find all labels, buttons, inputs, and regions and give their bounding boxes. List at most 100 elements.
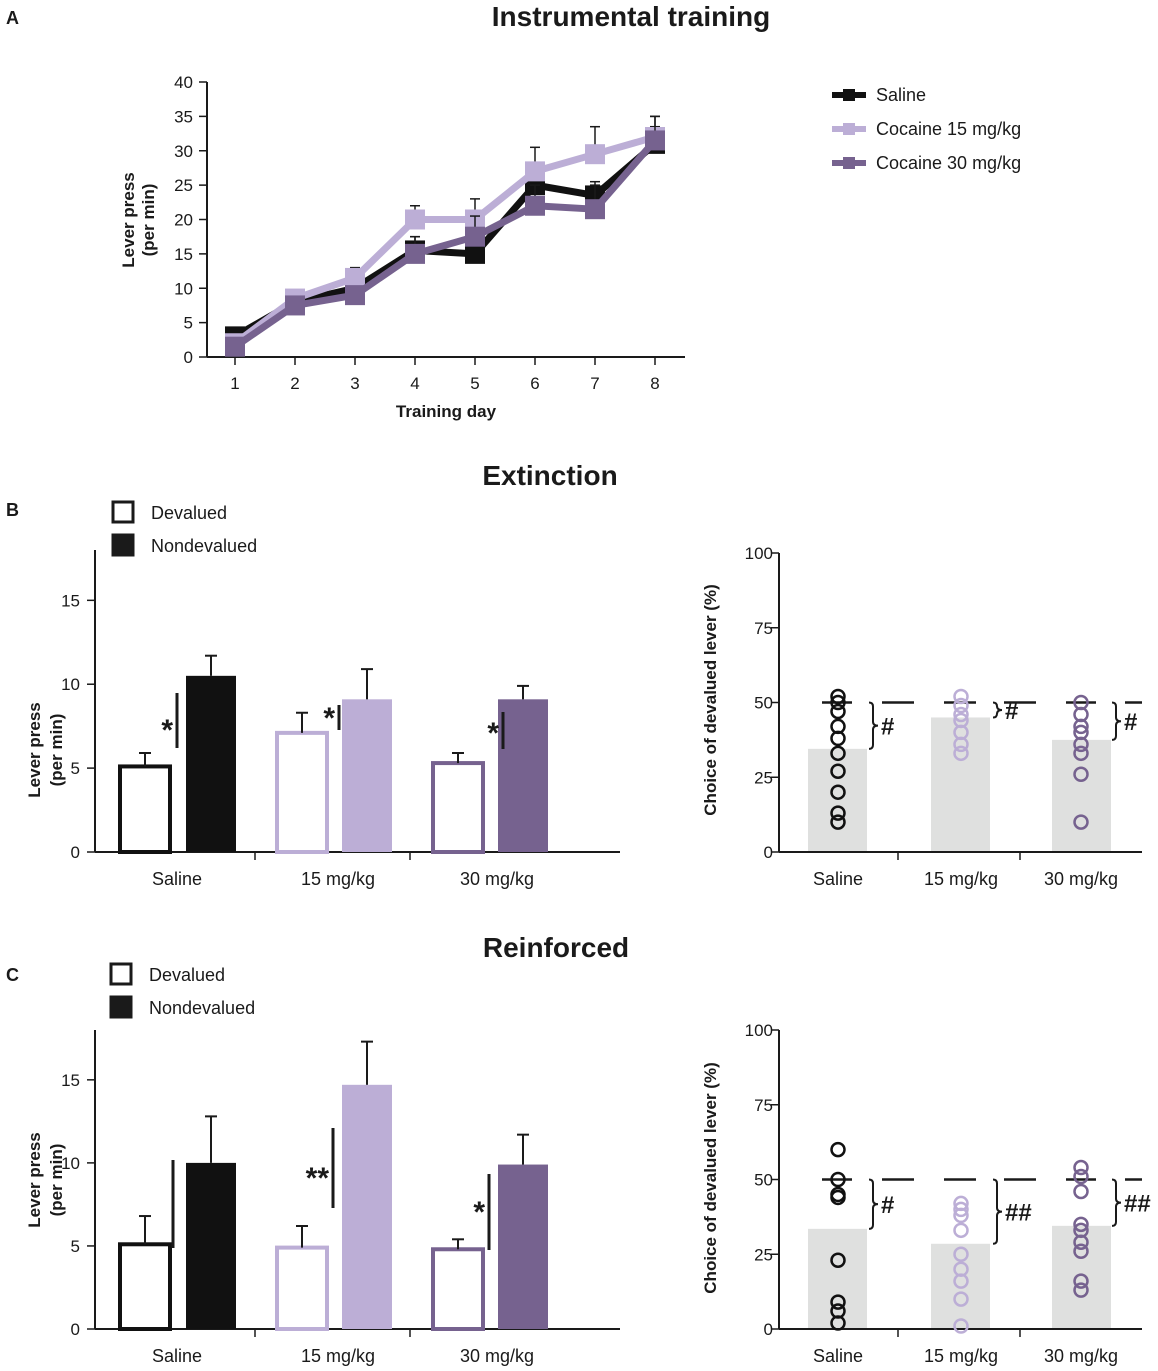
data-point-C-right: [1073, 1243, 1089, 1260]
bar-nondevalued: [186, 675, 236, 852]
category-label-B-right: Saline: [813, 869, 863, 889]
bar-devalued: [118, 1242, 172, 1331]
y-tick-label-C-right: 25: [754, 1245, 773, 1264]
bar-devalued: [431, 1247, 485, 1332]
y-tick-label-C-right: 75: [754, 1096, 773, 1115]
data-point-a: [345, 267, 365, 288]
mean-bar-B-right: [1052, 739, 1111, 852]
y-tick-label-C-left: 0: [71, 1320, 80, 1339]
chart-title-a: Instrumental training: [492, 1, 770, 32]
y-axis-label-line: Lever press: [25, 702, 44, 797]
category-label-B-left: 15 mg/kg: [301, 869, 375, 889]
y-tick-label-a: 10: [174, 279, 193, 298]
significance-mark-B-right: #: [1005, 698, 1018, 725]
legend-label-C-left: Devalued: [149, 965, 225, 985]
x-tick-label-a: 7: [590, 374, 599, 393]
y-axis-label-a: Lever press(per min): [119, 172, 158, 267]
legend-label-a: Cocaine 15 mg/kg: [876, 119, 1021, 139]
x-tick-label-a: 8: [650, 374, 659, 393]
y-tick-label-a: 15: [174, 245, 193, 264]
data-point-B-right: [953, 745, 969, 762]
x-tick-label-a: 5: [470, 374, 479, 393]
legend-label-a: Saline: [876, 85, 926, 105]
data-point-C-right: [830, 1252, 846, 1268]
data-point-C-right: [1073, 1159, 1089, 1176]
y-tick-label-C-right: 50: [754, 1171, 773, 1190]
category-label-B-left: Saline: [152, 869, 202, 889]
category-label-C-left: 30 mg/kg: [460, 1346, 534, 1366]
significance-brace-C-right: [992, 1178, 1003, 1245]
significance-mark-B-left: *: [487, 717, 499, 750]
significance-mark-C-right: #: [881, 1192, 894, 1219]
data-point-a: [405, 209, 425, 230]
y-tick-label-C-left: 10: [61, 1154, 80, 1173]
data-point-B-right: [953, 706, 969, 723]
y-tick-label-B-left: 10: [61, 675, 80, 694]
data-point-a: [645, 130, 665, 151]
y-tick-label-a: 0: [184, 348, 193, 367]
data-point-C-right: [830, 1315, 846, 1331]
data-point-C-right: [1073, 1216, 1089, 1233]
data-point-C-right: [953, 1273, 969, 1289]
bar-nondevalued: [498, 1164, 548, 1329]
data-point-B-right: [953, 697, 969, 714]
data-point-C-right: [953, 1222, 969, 1239]
y-tick-label-a: 5: [184, 314, 193, 333]
y-axis-label-C-left: Lever press (per min): [25, 1132, 66, 1227]
data-point-C-right: [1073, 1168, 1089, 1185]
data-point-B-right: [1073, 718, 1089, 735]
series-line-a: [233, 138, 658, 350]
y-axis-label-B-right: Choice of devalued lever (%): [701, 584, 720, 815]
data-point-B-right: [1073, 814, 1089, 830]
y-tick-label-B-left: 0: [71, 843, 80, 862]
legend-label-B-left: Devalued: [151, 503, 227, 523]
panel-letter-c: C: [6, 965, 19, 985]
significance-brace-B-right: [1111, 701, 1122, 741]
significance-brace-B-right: [868, 701, 879, 750]
category-label-C-left: 15 mg/kg: [301, 1346, 375, 1366]
data-point-a: [525, 161, 545, 182]
y-tick-label-B-right: 100: [745, 544, 773, 563]
significance-mark-C-right: ##: [1124, 1191, 1151, 1218]
panel-letter-a: A: [6, 8, 19, 28]
bar-devalued: [275, 730, 329, 855]
legend-swatch-B-left: [111, 500, 135, 524]
data-point-a: [585, 199, 605, 220]
data-point-B-right: [830, 730, 846, 747]
data-point-B-right: [830, 784, 846, 800]
data-point-B-right: [830, 763, 846, 780]
data-point-C-right: [1073, 1183, 1089, 1200]
data-point-C-right: [830, 1171, 846, 1188]
x-tick-label-a: 2: [290, 374, 299, 393]
data-point-a: [345, 285, 365, 306]
data-point-B-right: [953, 688, 969, 705]
significance-mark-C-right: ##: [1005, 1200, 1032, 1227]
bar-devalued: [275, 1245, 329, 1332]
bar-devalued: [118, 764, 172, 855]
y-tick-label-B-right: 0: [764, 843, 773, 862]
data-point-C-right: [953, 1318, 969, 1334]
y-tick-label-C-left: 5: [71, 1237, 80, 1256]
y-tick-label-B-right: 25: [754, 768, 773, 787]
data-point-B-right: [830, 703, 846, 720]
bar-nondevalued: [498, 699, 548, 852]
data-point-B-right: [1073, 766, 1089, 783]
mean-bar-C-right: [1052, 1225, 1111, 1329]
mean-bar-C-right: [808, 1228, 867, 1329]
bar-nondevalued: [186, 1162, 236, 1329]
x-tick-label-a: 6: [530, 374, 539, 393]
y-axis-label-line: Lever press: [25, 1132, 44, 1227]
y-axis-label-line: (per min): [47, 714, 66, 787]
category-label-C-right: Saline: [813, 1346, 863, 1366]
panel-letter-b: B: [6, 500, 19, 520]
y-axis-label-line: (per min): [139, 184, 158, 257]
significance-mark-C-left: *: [473, 1196, 485, 1229]
data-point-C-right: [1073, 1234, 1089, 1251]
significance-mark-B-right: #: [1124, 709, 1137, 736]
y-axis-label-line: (per min): [47, 1144, 66, 1217]
data-point-a: [465, 243, 485, 264]
y-tick-label-B-left: 15: [61, 591, 80, 610]
y-tick-label-B-left: 5: [71, 759, 80, 778]
y-tick-label-a: 30: [174, 142, 193, 161]
